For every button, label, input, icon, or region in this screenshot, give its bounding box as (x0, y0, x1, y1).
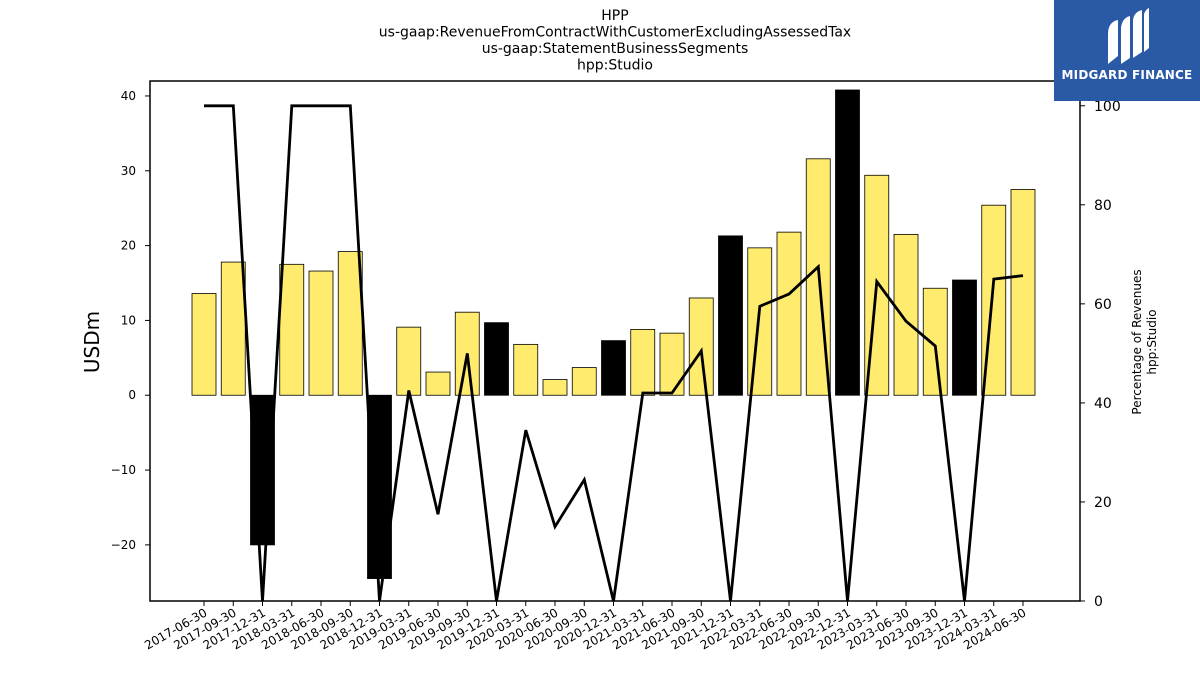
bar-2024-06-30 (1010, 189, 1036, 396)
bar-2018-03-31 (279, 263, 305, 396)
bar-2021-09-30 (688, 297, 714, 396)
bar-2023-09-30 (922, 287, 948, 396)
bar-2018-06-30 (308, 270, 334, 396)
bar-2020-09-30 (571, 367, 597, 396)
logo-text: MIDGARD FINANCE (1061, 68, 1193, 82)
bar-2023-06-30 (893, 233, 919, 396)
y2-tick-label: 0 (1094, 594, 1103, 610)
bar-2022-03-31 (747, 247, 773, 396)
y-tick-label: 0 (128, 388, 136, 402)
bar-2020-06-30 (542, 379, 568, 396)
bar-2019-12-31 (484, 322, 509, 396)
y2-label-line-1: Percentage of Revenues (1130, 269, 1144, 414)
bar-2022-06-30 (776, 231, 802, 396)
y-tick-label: −20 (111, 538, 136, 552)
bar-2017-06-30 (191, 293, 217, 396)
y-axis-left-ticks: −20 −10 0 10 20 30 40 (111, 89, 150, 552)
bar-2021-06-30 (659, 332, 685, 396)
chart-title: HPPus-gaap:RevenueFromContractWithCustom… (379, 8, 851, 74)
y2-tick-label: 20 (1094, 495, 1112, 511)
title-line-2: us-gaap:RevenueFromContractWithCustomerE… (379, 25, 851, 41)
y-tick-label: 20 (121, 239, 136, 253)
bar-2019-06-30 (425, 371, 451, 396)
y2-tick-label: 80 (1094, 198, 1112, 214)
x-axis-ticks: 2017-06-302017-09-302017-12-312018-03-31… (142, 601, 1029, 652)
y2-label-line-2: hpp:Studio (1145, 309, 1159, 374)
y-axis-label-left: USDm (80, 311, 104, 373)
midgard-logo-icon (1108, 8, 1149, 64)
bar-2022-12-31 (835, 89, 860, 396)
bar-2017-09-30 (220, 261, 246, 396)
title-line-3: us-gaap:StatementBusinessSegments (482, 41, 749, 57)
y2-tick-label: 100 (1094, 99, 1121, 115)
title-line-1: HPP (601, 8, 628, 24)
y-tick-label: 30 (121, 164, 136, 178)
bars (191, 89, 1036, 579)
title-line-4: hpp:Studio (577, 58, 653, 74)
bar-2021-03-31 (630, 329, 656, 396)
y-tick-label: −10 (111, 463, 136, 477)
bar-2018-12-31 (367, 394, 392, 579)
midgard-finance-logo: MIDGARD FINANCE (1054, 0, 1200, 101)
y2-tick-label: 60 (1094, 297, 1112, 313)
y-tick-label: 10 (121, 313, 136, 327)
y-tick-label: 40 (121, 89, 136, 103)
bar-2018-09-30 (337, 251, 363, 396)
plot-frame (149, 80, 1081, 602)
y-axis-right-ticks: 0 20 40 60 80 100 (1080, 99, 1121, 610)
bar-2019-03-31 (396, 326, 422, 396)
y-axis-label-right: Percentage of Revenues hpp:Studio (1130, 269, 1159, 414)
axes (149, 80, 1081, 602)
y2-tick-label: 40 (1094, 396, 1112, 412)
bar-2021-12-31 (718, 235, 743, 396)
bar-2020-12-31 (601, 340, 626, 396)
bar-2020-03-31 (513, 343, 539, 396)
bar-2023-12-31 (952, 279, 977, 396)
